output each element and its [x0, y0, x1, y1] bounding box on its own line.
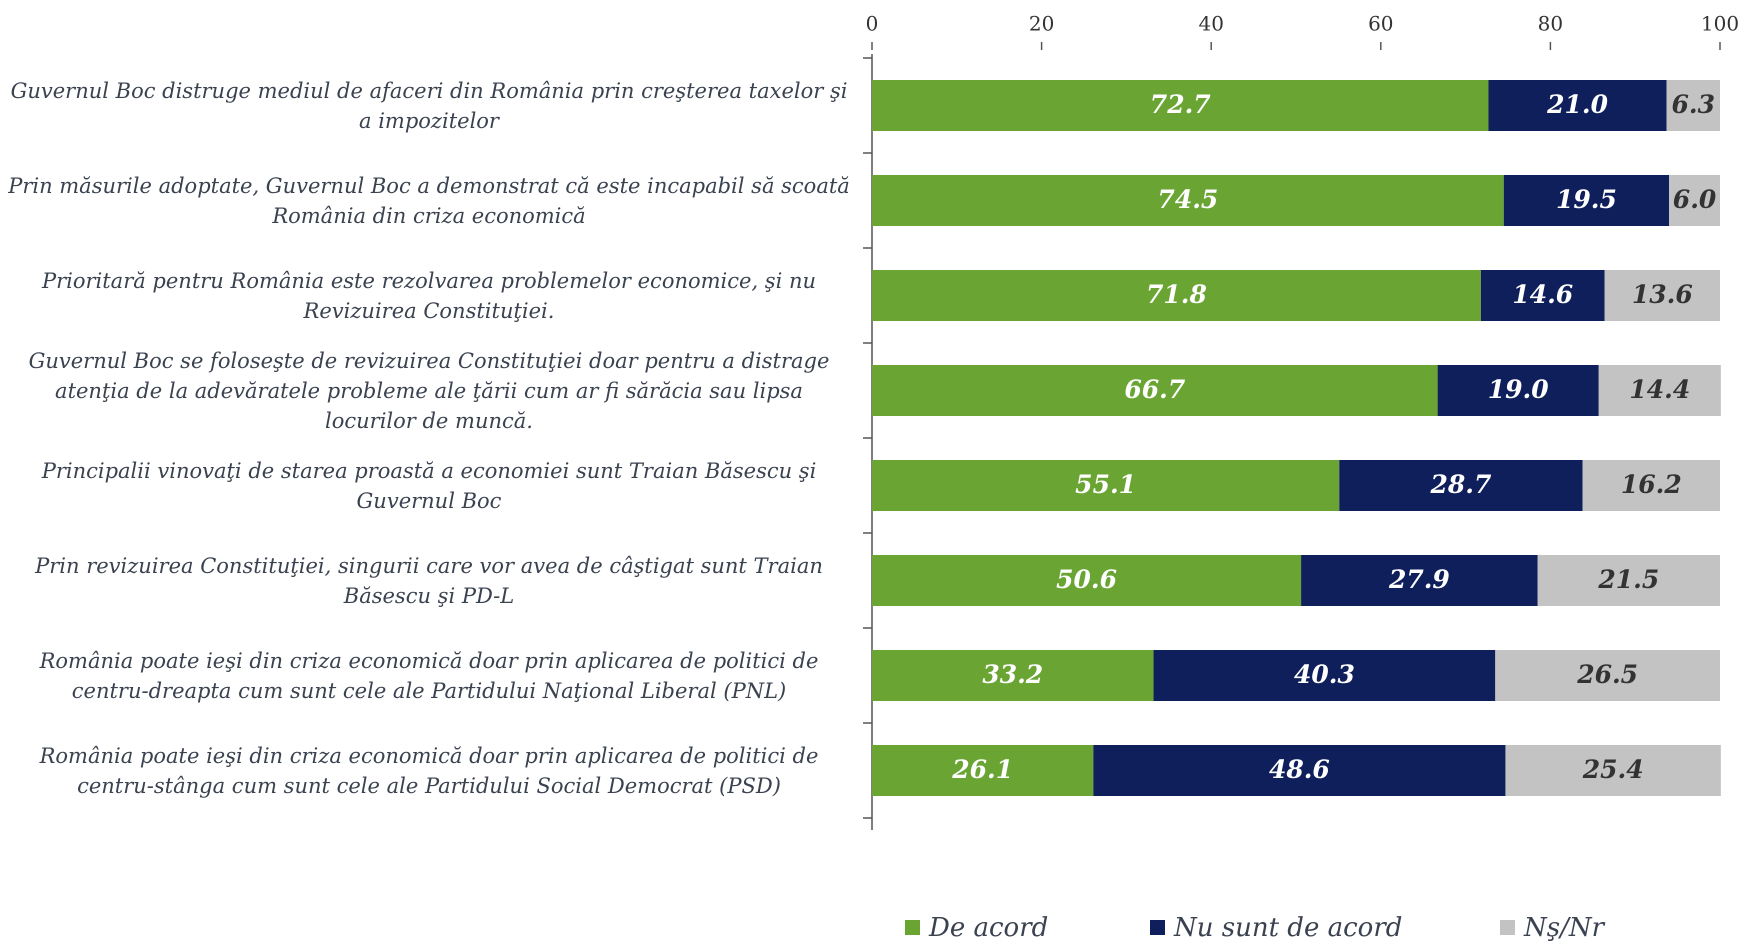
x-tick-label: 40: [1198, 12, 1223, 36]
bar-segment: [1666, 80, 1720, 131]
bar-segment: [1488, 80, 1667, 131]
x-tick-label: 80: [1538, 12, 1563, 36]
bar-segment: [872, 460, 1340, 511]
bar-segment: [1480, 270, 1605, 321]
bar-segment: [1505, 745, 1721, 796]
bar-segment: [872, 80, 1489, 131]
value-label: 40.3: [1294, 660, 1355, 689]
value-label: 48.6: [1269, 755, 1330, 784]
x-tick-label: 0: [866, 12, 879, 36]
bar-segment: [1604, 270, 1720, 321]
legend-swatch: [905, 920, 920, 935]
value-label: 25.4: [1582, 755, 1644, 784]
value-label: 50.6: [1056, 565, 1117, 594]
category-label: Guvernul Boc distruge mediul de afaceri …: [10, 78, 848, 133]
value-label: 71.8: [1146, 280, 1207, 309]
value-label: 19.0: [1488, 375, 1549, 404]
value-label: 26.1: [951, 755, 1013, 784]
bar-segment: [872, 650, 1154, 701]
value-label: 28.7: [1429, 470, 1491, 499]
bar-segment: [1437, 365, 1599, 416]
bar-segment: [872, 745, 1094, 796]
value-label: 72.7: [1150, 90, 1211, 119]
bar-segment: [1669, 175, 1720, 226]
bar-segment: [872, 555, 1302, 606]
x-tick-label: 60: [1368, 12, 1393, 36]
value-label: 33.2: [982, 660, 1043, 689]
category-label: Prin măsurile adoptate, Guvernul Boc a d…: [8, 173, 850, 228]
value-label: 6.0: [1673, 185, 1717, 214]
value-label: 14.4: [1629, 375, 1690, 404]
value-label: 16.2: [1621, 470, 1682, 499]
category-label: Prioritară pentru România este rezolvare…: [41, 268, 817, 323]
bar-segment: [1598, 365, 1721, 416]
x-tick-label: 20: [1029, 12, 1054, 36]
category-label: Principalii vinovaţi de starea proastă a…: [41, 458, 817, 513]
category-label: Prin revizuirea Constituţiei, singurii c…: [35, 553, 823, 608]
value-label: 21.0: [1546, 90, 1608, 119]
bar-segment: [1582, 460, 1720, 511]
bar-segment: [872, 175, 1504, 226]
category-label: România poate ieşi din criza economică d…: [39, 648, 819, 703]
bar-segment: [1093, 745, 1506, 796]
value-label: 13.6: [1632, 280, 1693, 309]
category-label: România poate ieşi din criza economică d…: [39, 743, 819, 798]
bar-segment: [872, 365, 1438, 416]
bar-segment: [1301, 555, 1538, 606]
value-label: 6.3: [1672, 90, 1716, 119]
value-label: 26.5: [1576, 660, 1638, 689]
value-label: 66.7: [1124, 375, 1185, 404]
bar-segment: [1503, 175, 1670, 226]
category-label: Guvernul Boc se foloseşte de revizuirea …: [28, 348, 830, 433]
value-label: 14.6: [1512, 280, 1573, 309]
bar-segment: [872, 270, 1481, 321]
value-label: 27.9: [1388, 565, 1450, 594]
legend-label: De acord: [928, 913, 1048, 943]
value-label: 55.1: [1075, 470, 1136, 499]
legend-swatch: [1500, 920, 1515, 935]
legend-label: Nş/Nr: [1523, 913, 1606, 943]
bar-segment: [1339, 460, 1583, 511]
bar-segment: [1153, 650, 1496, 701]
value-label: 21.5: [1597, 565, 1659, 594]
legend-label: Nu sunt de acord: [1173, 913, 1402, 943]
x-tick-label: 100: [1701, 12, 1738, 36]
legend-swatch: [1150, 920, 1165, 935]
value-label: 19.5: [1556, 185, 1617, 214]
bar-segment: [1537, 555, 1720, 606]
value-label: 74.5: [1157, 185, 1218, 214]
bar-segment: [1495, 650, 1720, 701]
